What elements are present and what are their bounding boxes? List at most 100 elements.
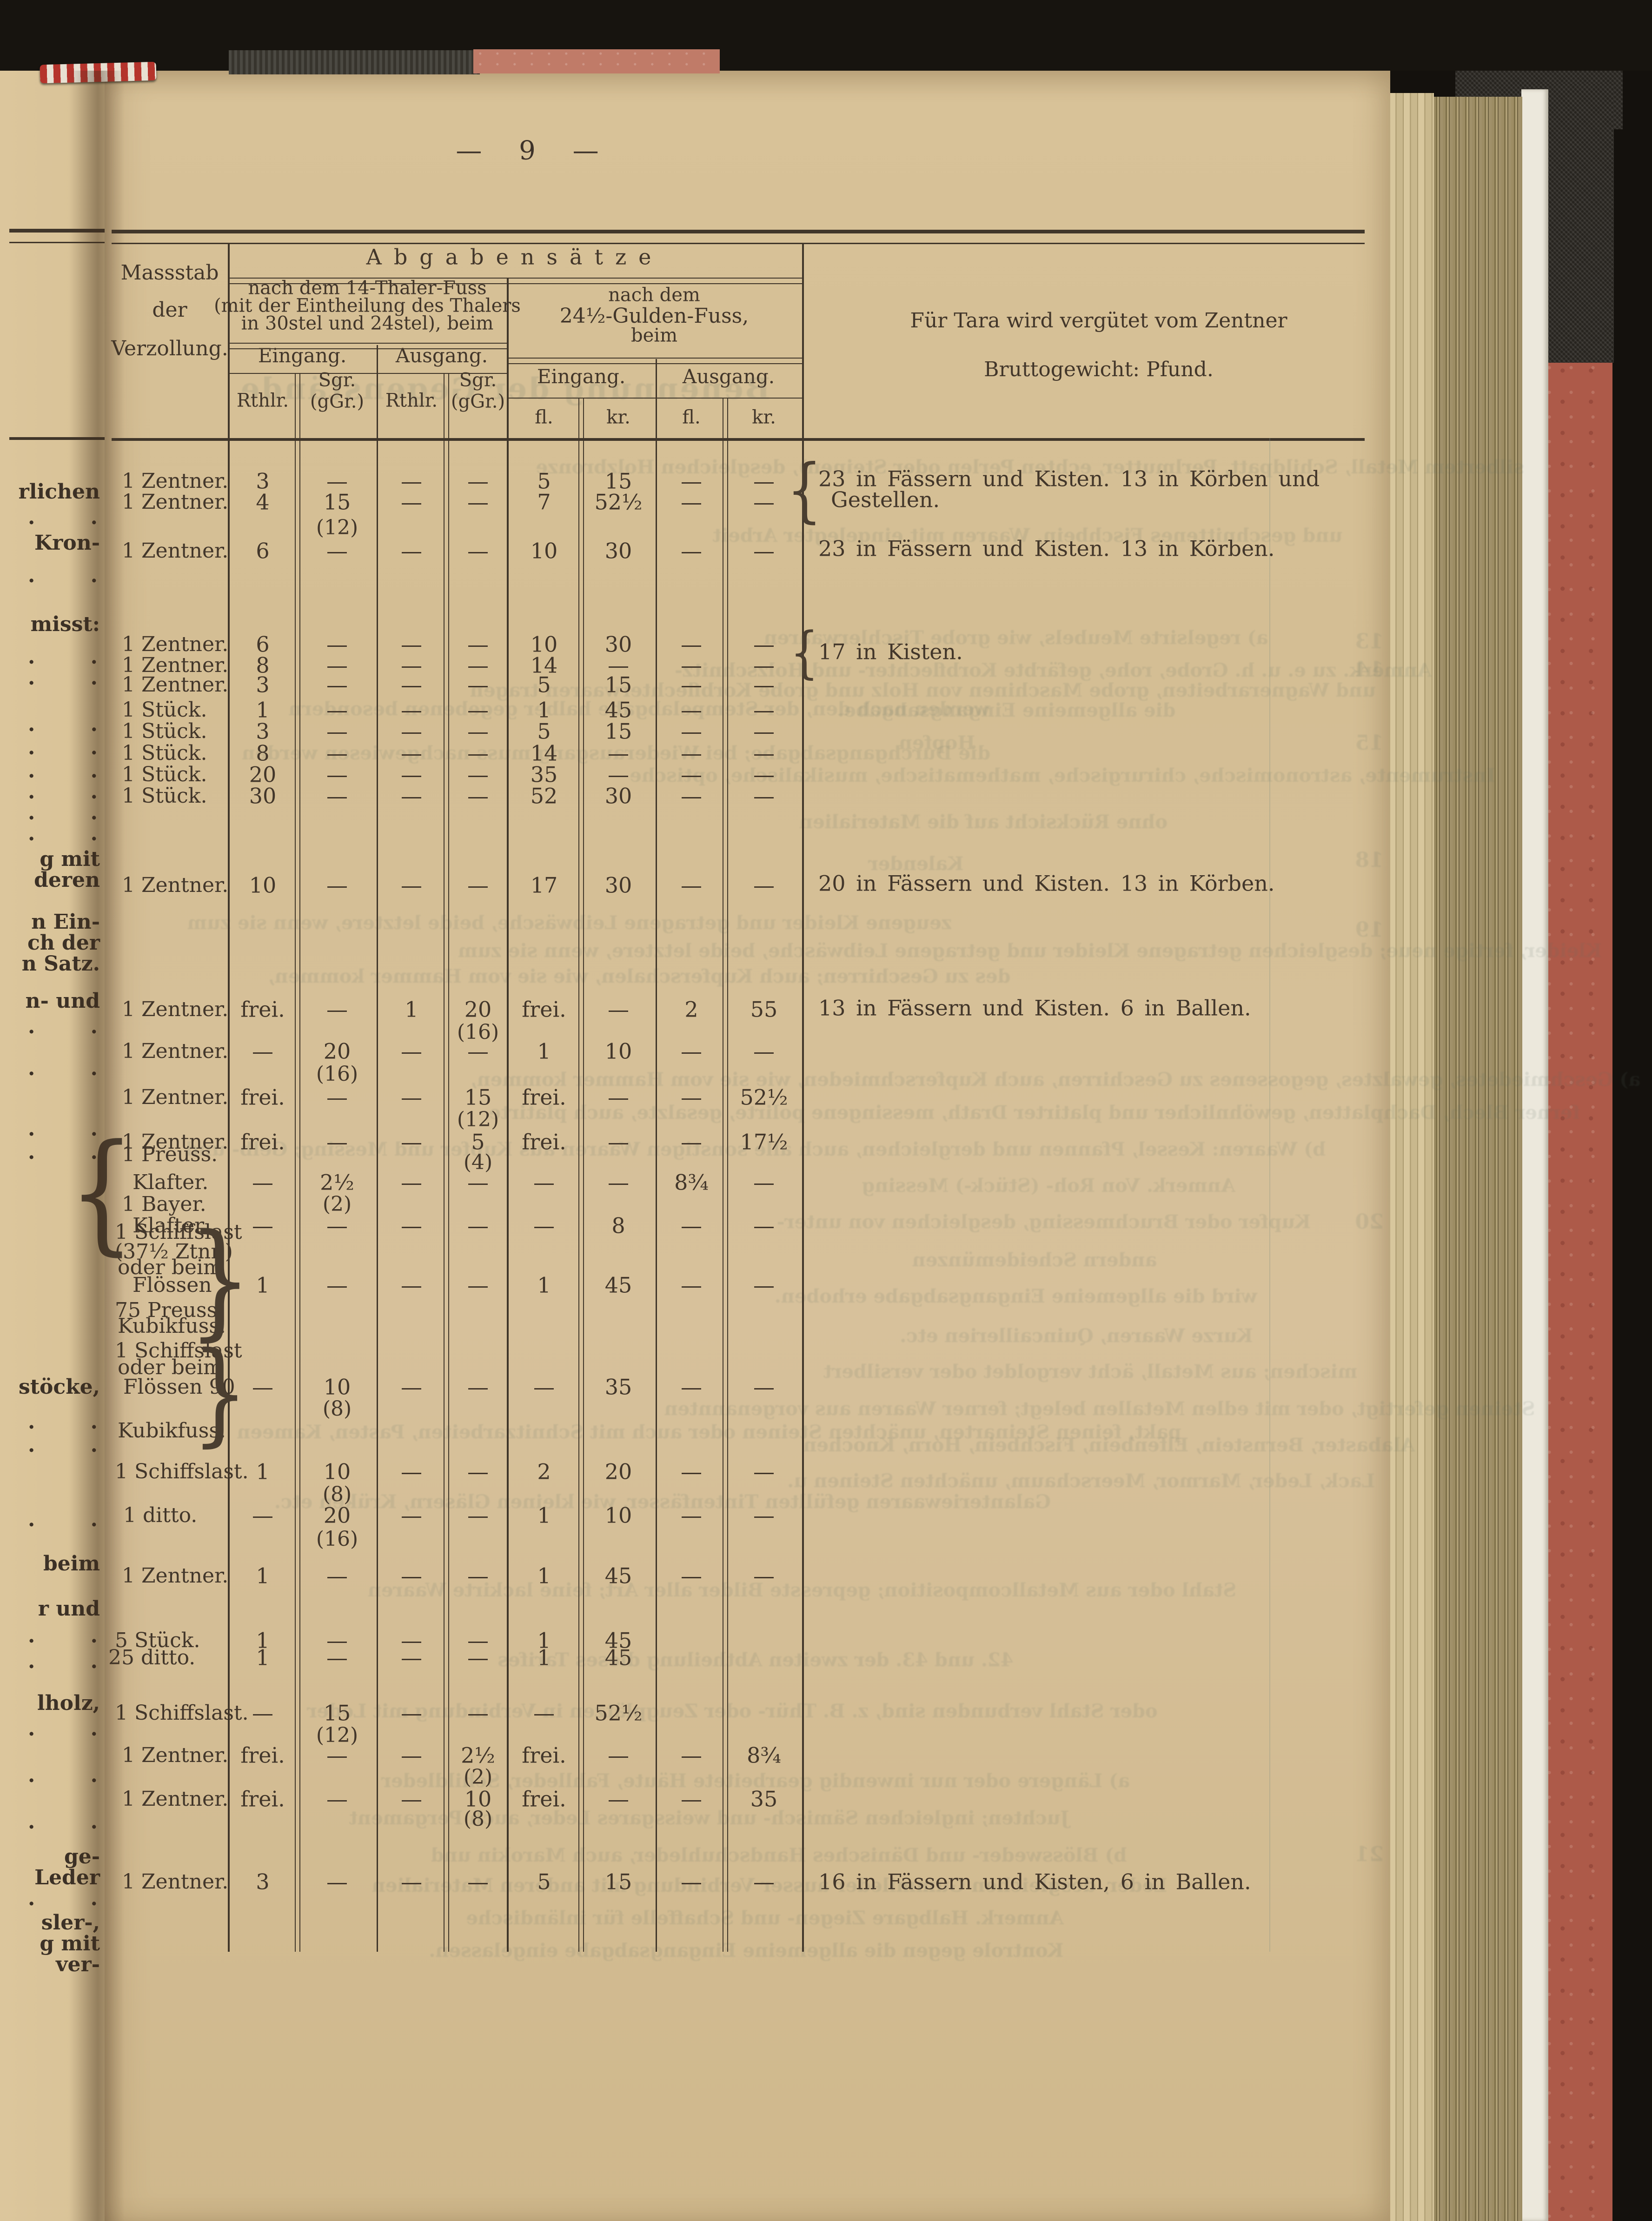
table-cell: — bbox=[252, 1374, 273, 1400]
table-cell-sub: (8) bbox=[322, 1482, 352, 1506]
table-cell: frei. bbox=[522, 1786, 566, 1812]
left-page-rule bbox=[9, 242, 113, 243]
table-cell: — bbox=[401, 740, 422, 766]
table-cell: — bbox=[608, 1084, 629, 1110]
table-cell: frei. bbox=[240, 1786, 285, 1812]
table-cell: — bbox=[533, 1700, 555, 1726]
table-cell: — bbox=[467, 1700, 489, 1726]
table-cell: 45 bbox=[604, 697, 632, 723]
table-cell: — bbox=[252, 1213, 273, 1238]
table-cell: 30 bbox=[604, 872, 632, 898]
table-cell: — bbox=[753, 740, 775, 766]
row-measure-label: 1 Schiffslast bbox=[115, 1220, 242, 1244]
table-cell: 20 bbox=[323, 1038, 351, 1064]
table-cell: — bbox=[753, 697, 775, 723]
annotation-column: 23 in Fässern und Kisten. 13 in Körben u… bbox=[105, 71, 1390, 2221]
table-cell: — bbox=[326, 1645, 348, 1670]
table-cell: — bbox=[681, 697, 702, 723]
facing-page-dot-leader: .. bbox=[28, 801, 98, 825]
table-cell: 20 bbox=[249, 762, 277, 787]
facing-page-fragment: n Ein- bbox=[31, 910, 100, 934]
table-cell: — bbox=[467, 872, 489, 898]
bleed-through-number: 14 bbox=[1355, 657, 1384, 681]
table-cell: — bbox=[326, 538, 348, 564]
table-cell: — bbox=[681, 1213, 702, 1238]
table-cell: 2½ bbox=[461, 1742, 495, 1768]
table-cell: 15 bbox=[604, 718, 632, 744]
table-cell: — bbox=[252, 1503, 273, 1528]
table-cell: 8¾ bbox=[674, 1170, 709, 1195]
row-measure-label: 1 Schiffslast. bbox=[115, 1459, 249, 1483]
table-cell: 6 bbox=[256, 538, 270, 564]
column-rule-double bbox=[444, 373, 445, 1952]
row-measure-label: 1 Stück. bbox=[122, 762, 207, 786]
table-cell: — bbox=[252, 1170, 273, 1195]
leader-dot: . bbox=[28, 1140, 35, 1164]
header-bottom-rule bbox=[112, 438, 1365, 441]
measure-header-line: Verzollung. bbox=[111, 336, 228, 360]
unit-kr: kr. bbox=[606, 406, 630, 428]
table-cell: — bbox=[326, 1742, 348, 1768]
row-measure-label: 1 Zentner. bbox=[122, 1787, 229, 1811]
table-cell: frei. bbox=[240, 997, 285, 1022]
table-cell: 10 bbox=[604, 1038, 632, 1064]
table-cell: — bbox=[467, 697, 489, 723]
table-cell: — bbox=[467, 538, 489, 564]
facing-page-fragment: sler-, bbox=[41, 1910, 100, 1935]
table-cell: — bbox=[326, 718, 348, 744]
facing-page-fragment: misst: bbox=[30, 612, 100, 636]
ausgang-header: Ausgang. bbox=[395, 344, 488, 367]
table-cell: 30 bbox=[249, 783, 277, 809]
table-cell: — bbox=[681, 672, 702, 698]
table-cell: — bbox=[533, 1374, 555, 1400]
table-cell: 5 bbox=[537, 672, 551, 698]
table-cell: 45 bbox=[604, 1628, 632, 1653]
tara-header-line: Bruttogewicht: Pfund. bbox=[984, 357, 1214, 381]
facing-page-dot-leader: .. bbox=[28, 1057, 98, 1080]
table-cell: frei. bbox=[240, 1084, 285, 1110]
row-measure-label: 1 Zentner. bbox=[122, 632, 229, 656]
leader-dot: . bbox=[90, 1014, 98, 1038]
table-cell: — bbox=[326, 872, 348, 898]
table-cell: 52½ bbox=[594, 1700, 643, 1726]
table-cell: 3 bbox=[256, 468, 270, 494]
table-cell: — bbox=[326, 1272, 348, 1298]
leader-dot: . bbox=[90, 1140, 98, 1164]
table-cell: — bbox=[401, 652, 422, 678]
table-cell: — bbox=[681, 740, 702, 766]
table-cell-sub: (16) bbox=[457, 1020, 499, 1044]
table-cell: — bbox=[467, 1645, 489, 1670]
table-cell: — bbox=[326, 1129, 348, 1155]
table-cell: — bbox=[467, 1374, 489, 1400]
row-measure-label: 1 Zentner. bbox=[122, 539, 229, 563]
leader-dot: . bbox=[90, 665, 98, 690]
leader-dot: . bbox=[90, 1716, 98, 1741]
facing-page-strip: rlichen Kron-misst: g mit deren n Ein-ch der… bbox=[0, 71, 113, 2221]
leader-dot: . bbox=[28, 821, 35, 845]
table-cell: — bbox=[326, 697, 348, 723]
unit-fl: fl. bbox=[535, 406, 553, 428]
leader-dot: . bbox=[28, 1056, 35, 1080]
leader-dot: . bbox=[28, 1410, 35, 1434]
row-measure-label: 1 ditto. bbox=[123, 1503, 198, 1527]
facing-page-dot-leader: .. bbox=[28, 1810, 98, 1834]
table-cell: 10 bbox=[464, 1786, 492, 1812]
facing-page-fragment: r und bbox=[38, 1596, 100, 1621]
table-cell: — bbox=[401, 1628, 422, 1653]
facing-page-dot-leader: .. bbox=[28, 1508, 98, 1531]
table-cell: — bbox=[681, 1742, 702, 1768]
table-cell: — bbox=[401, 1869, 422, 1895]
table-cell: 17 bbox=[530, 872, 558, 898]
bleed-through-number: 21 bbox=[1355, 1842, 1384, 1866]
table-cell: 1 bbox=[256, 697, 270, 723]
table-cell: — bbox=[753, 1459, 775, 1484]
table-cell: frei. bbox=[240, 1129, 285, 1155]
row-measure-label: Flössen 90 bbox=[123, 1375, 235, 1399]
table-cell: 52½ bbox=[740, 1084, 788, 1110]
table-cell: — bbox=[401, 697, 422, 723]
table-cell: — bbox=[467, 1213, 489, 1238]
table-cell: 15 bbox=[323, 489, 351, 515]
facing-page-dot-leader: .. bbox=[28, 645, 98, 669]
table-cell: — bbox=[608, 1786, 629, 1812]
table-cell: 1 bbox=[537, 1563, 551, 1589]
